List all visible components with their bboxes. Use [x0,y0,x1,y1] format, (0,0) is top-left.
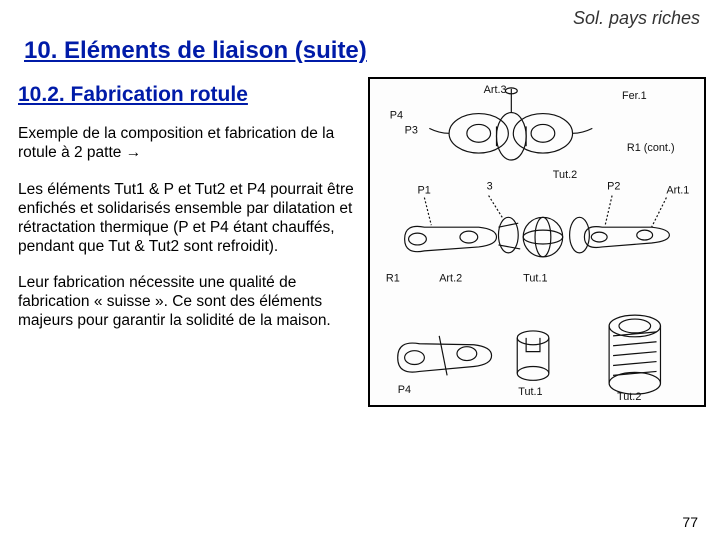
content-row: 10.2. Fabrication rotule Exemple de la c… [18,77,702,407]
section-title: 10. Eléments de liaison (suite) [24,37,702,65]
text-column: 10.2. Fabrication rotule Exemple de la c… [18,77,358,407]
fig-label-tut2: Tut.2 [553,169,577,181]
fig-label-r1: R1 (cont.) [627,142,675,154]
fig-label-r1b: R1 [386,273,400,285]
paragraph-1: Exemple de la composition et fabrication… [18,125,358,163]
fig-label-p4: P4 [390,110,403,122]
fig-label-art1: Art.1 [666,185,689,197]
fig-label-p3: P3 [405,124,418,136]
fig-label-p4b: P4 [398,384,411,396]
fig-label-fer1: Fer.1 [622,90,647,102]
fig-label-tut1b: Tut.1 [518,386,542,398]
paragraph-2: Les éléments Tut1 & P et Tut2 et P4 pour… [18,181,358,257]
header-context-label: Sol. pays riches [18,8,702,29]
fig-label-num3: 3 [487,181,493,193]
rotule-sketch-svg: Art.3 Fer.1 P4 P3 R1 (cont.) Tut.2 P2 P1… [370,79,704,405]
fig-label-p2: P2 [607,181,620,193]
slide-page: Sol. pays riches 10. Eléments de liaison… [0,0,720,540]
figure-column: Art.3 Fer.1 P4 P3 R1 (cont.) Tut.2 P2 P1… [368,77,706,407]
fig-label-art3: Art.3 [484,84,507,96]
subsection-title: 10.2. Fabrication rotule [18,83,358,107]
fig-label-art2: Art.2 [439,273,462,285]
paragraph-3: Leur fabrication nécessite une qualité d… [18,274,358,331]
page-number: 77 [682,514,698,530]
fig-label-tut1: Tut.1 [523,273,547,285]
fig-label-p1: P1 [417,185,430,197]
fig-label-tut2b: Tut.2 [617,391,641,403]
rotule-figure: Art.3 Fer.1 P4 P3 R1 (cont.) Tut.2 P2 P1… [368,77,706,407]
